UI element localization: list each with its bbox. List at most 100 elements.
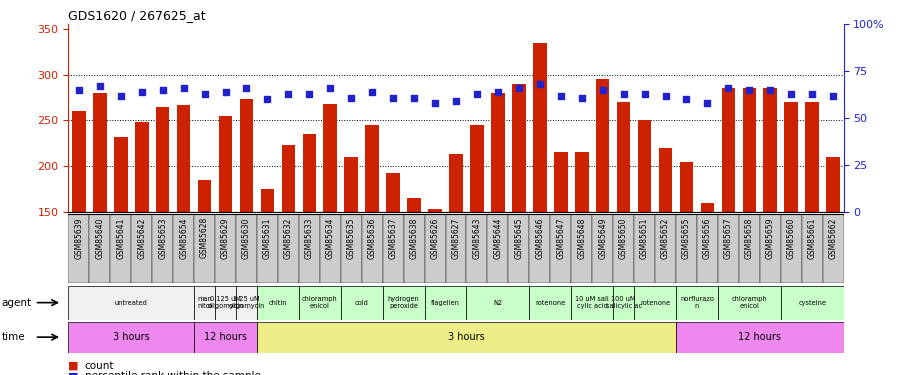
Point <box>134 89 148 95</box>
Bar <box>152 214 173 283</box>
Bar <box>616 102 630 212</box>
Point <box>197 91 211 97</box>
Bar <box>365 125 379 212</box>
Point <box>92 83 107 89</box>
Text: GSM85629: GSM85629 <box>220 217 230 259</box>
Bar <box>341 214 362 283</box>
Text: 3 hours: 3 hours <box>113 332 149 342</box>
Text: GSM85632: GSM85632 <box>283 217 292 259</box>
Bar <box>261 189 274 212</box>
Text: GSM85636: GSM85636 <box>367 217 376 259</box>
Bar <box>194 286 215 320</box>
Bar <box>215 214 236 283</box>
Bar <box>281 145 295 212</box>
Text: N2: N2 <box>493 300 502 306</box>
Text: GSM85631: GSM85631 <box>262 217 271 259</box>
Bar <box>612 286 633 320</box>
Bar <box>278 214 299 283</box>
Text: GSM85627: GSM85627 <box>451 217 460 259</box>
Bar <box>742 88 755 212</box>
Text: 0.125 uM
oligomycin: 0.125 uM oligomycin <box>207 296 243 309</box>
Bar <box>93 93 107 212</box>
Text: GSM85640: GSM85640 <box>96 217 104 259</box>
Bar <box>404 214 425 283</box>
Bar <box>532 43 546 212</box>
Point <box>260 96 274 102</box>
Text: GSM85634: GSM85634 <box>325 217 334 259</box>
Bar <box>72 111 86 212</box>
Bar <box>654 214 675 283</box>
Bar <box>257 322 675 352</box>
Bar <box>759 214 780 283</box>
Bar <box>219 116 232 212</box>
Point <box>763 87 777 93</box>
Text: untreated: untreated <box>115 300 148 306</box>
Bar <box>783 102 797 212</box>
Text: GSM85657: GSM85657 <box>723 217 732 259</box>
Text: GSM85630: GSM85630 <box>241 217 251 259</box>
Point <box>490 89 505 95</box>
Bar <box>386 174 400 212</box>
Bar <box>700 203 713 212</box>
Text: GSM85647: GSM85647 <box>556 217 565 259</box>
Bar <box>114 137 128 212</box>
Bar <box>486 214 507 283</box>
Bar <box>425 286 466 320</box>
Text: time: time <box>2 332 26 342</box>
Text: count: count <box>85 361 114 371</box>
Point <box>511 85 526 91</box>
Text: GSM85653: GSM85653 <box>158 217 167 259</box>
Text: 1.25 uM
oligomycin: 1.25 uM oligomycin <box>228 296 264 309</box>
Bar <box>68 214 89 283</box>
Bar <box>804 102 818 212</box>
Text: GSM85651: GSM85651 <box>640 217 649 259</box>
Bar <box>633 286 675 320</box>
Bar <box>612 214 633 283</box>
Text: GSM85661: GSM85661 <box>807 217 815 259</box>
Text: agent: agent <box>2 298 32 307</box>
Text: percentile rank within the sample: percentile rank within the sample <box>85 371 261 375</box>
Bar <box>156 107 169 212</box>
Text: GSM85662: GSM85662 <box>828 217 836 259</box>
Bar <box>110 214 131 283</box>
Point <box>553 93 568 99</box>
Bar <box>591 214 612 283</box>
Text: flagellen: flagellen <box>431 300 459 306</box>
Text: rotenone: rotenone <box>535 300 565 306</box>
Point <box>679 96 693 102</box>
Point <box>721 85 735 91</box>
Bar <box>570 214 591 283</box>
Text: GSM85654: GSM85654 <box>179 217 188 259</box>
Bar <box>763 88 776 212</box>
Text: 3 hours: 3 hours <box>447 332 485 342</box>
Bar <box>825 157 839 212</box>
Point <box>113 93 128 99</box>
Bar <box>177 105 190 212</box>
Bar <box>696 214 717 283</box>
Text: ■: ■ <box>68 371 79 375</box>
Bar <box>323 104 337 212</box>
Text: GSM85639: GSM85639 <box>75 217 83 259</box>
Bar <box>383 286 425 320</box>
Bar <box>407 198 421 212</box>
Bar <box>445 214 466 283</box>
Text: hydrogen
peroxide: hydrogen peroxide <box>387 296 419 309</box>
Bar <box>721 88 734 212</box>
Point <box>406 94 421 100</box>
Bar <box>131 214 152 283</box>
Point <box>783 91 798 97</box>
Bar <box>194 322 257 352</box>
Text: cysteine: cysteine <box>797 300 825 306</box>
Bar <box>236 286 257 320</box>
Point <box>658 93 672 99</box>
Point <box>595 87 609 93</box>
Bar <box>236 214 257 283</box>
Bar <box>717 286 780 320</box>
Text: GSM85655: GSM85655 <box>681 217 691 259</box>
Bar <box>470 125 483 212</box>
Point <box>239 85 253 91</box>
Point <box>385 94 400 100</box>
Text: GSM85642: GSM85642 <box>137 217 146 259</box>
Text: GSM85638: GSM85638 <box>409 217 418 259</box>
Text: GSM85660: GSM85660 <box>786 217 795 259</box>
